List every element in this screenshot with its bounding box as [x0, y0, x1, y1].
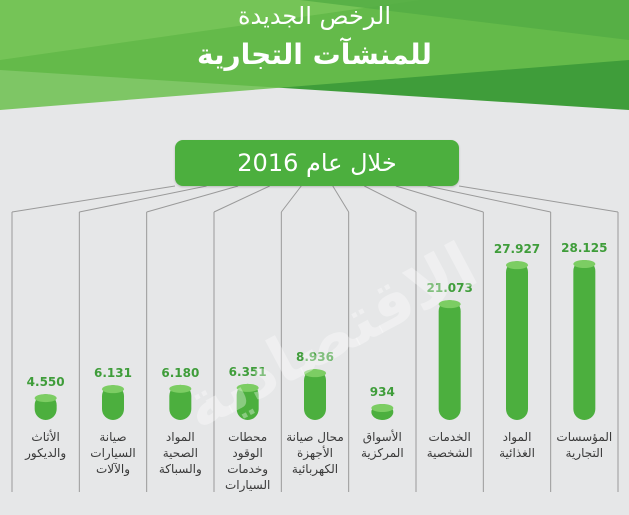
bar	[169, 384, 192, 420]
category-label: الكهربائية	[292, 462, 338, 477]
bar-cap	[371, 404, 394, 412]
category-label: الصحية	[163, 446, 198, 460]
data-label: 6.180	[161, 366, 199, 380]
data-label: 6.351	[229, 365, 267, 379]
bar-cap	[102, 385, 124, 394]
category-label: المواد	[166, 430, 195, 445]
connector-line	[280, 185, 302, 213]
category-label: الأجهزة	[297, 445, 333, 461]
connector-line	[395, 185, 484, 213]
connector-line	[427, 185, 551, 213]
bar-cap	[438, 300, 461, 309]
bar	[438, 300, 461, 420]
page-subtitle-heading: للمنشآت التجارية	[197, 38, 432, 71]
data-label: 4.550	[27, 375, 65, 389]
data-label: 6.131	[94, 366, 132, 380]
data-label: 934	[370, 385, 395, 399]
category-label: السيارات	[90, 446, 135, 461]
bar-cap	[169, 384, 192, 393]
bar-cap	[573, 260, 596, 268]
category-label: والسباكة	[159, 462, 202, 477]
category-label: والديكور	[24, 446, 66, 461]
connector-line	[364, 185, 417, 213]
bar-cap	[506, 261, 528, 270]
page-title: الرخص الجديدة	[237, 2, 391, 30]
category-label: محال صيانة	[286, 430, 344, 444]
category-label: الغذائية	[499, 446, 535, 460]
data-label: 8.936	[296, 350, 334, 364]
data-label: 21.073	[427, 281, 473, 295]
connector-line	[146, 185, 239, 213]
connector-line	[11, 185, 176, 213]
category-label: والآلات	[96, 462, 130, 477]
bar-cap	[304, 369, 326, 378]
connector-line	[79, 185, 207, 213]
bar	[102, 385, 124, 420]
bar-cap	[236, 383, 259, 392]
category-label: وخدمات	[227, 462, 268, 477]
bar-cap	[34, 394, 57, 403]
bar	[506, 261, 528, 420]
connector-line	[458, 185, 619, 213]
category-label: الأسواق	[363, 429, 402, 445]
connector-line	[213, 185, 270, 213]
bar	[304, 369, 326, 420]
category-label: الخدمات	[428, 430, 470, 444]
year-label: خلال عام 2016	[237, 149, 397, 177]
year-banner: خلال عام 2016	[175, 140, 459, 186]
category-label: المواد	[503, 430, 532, 445]
bar	[573, 260, 596, 420]
category-label: الوقود	[232, 446, 262, 461]
category-label: الأثاث	[31, 429, 59, 444]
bar	[236, 383, 259, 420]
category-label: السيارات	[225, 478, 270, 493]
category-label: المركزية	[361, 446, 404, 461]
data-label: 27.927	[494, 242, 540, 256]
header-banner	[0, 0, 629, 110]
category-label: المؤسسات	[556, 430, 612, 445]
category-label: الشخصية	[427, 446, 473, 460]
category-label: محطات	[228, 430, 267, 444]
category-label: صيانة	[99, 430, 126, 444]
connector-line	[332, 185, 350, 213]
data-label: 28.125	[561, 241, 607, 255]
category-label: التجارية	[566, 446, 604, 461]
